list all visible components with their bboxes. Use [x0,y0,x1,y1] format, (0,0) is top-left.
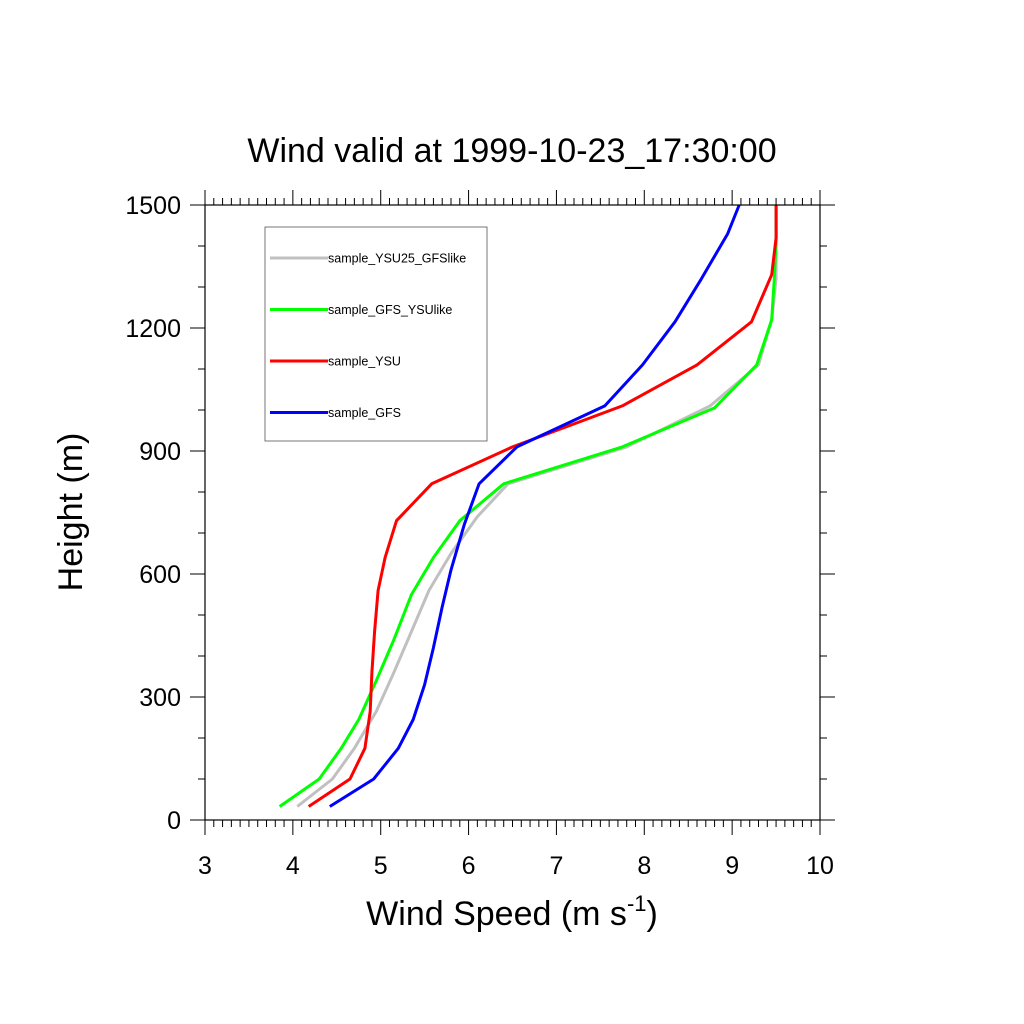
y-tick-label: 900 [139,438,181,466]
y-axis-label: Height (m) [52,433,90,592]
y-tick-label: 300 [139,684,181,712]
legend-label: sample_GFS_YSUlike [328,303,452,317]
y-tick-label: 600 [139,561,181,589]
chart-title: Wind valid at 1999-10-23_17:30:00 [247,132,776,170]
legend-label: sample_YSU [328,355,401,369]
series-line-sample_YSU [307,205,778,808]
legend-label: sample_GFS [328,406,401,420]
x-tick-label: 3 [198,852,212,880]
y-tick-label: 0 [167,807,181,835]
legend-box [264,226,488,442]
x-tick-label: 7 [549,852,563,880]
series-line-sample_GFS [329,204,741,808]
x-axis-label-end: ) [647,895,658,933]
series-line-sample_GFS_YSUlike [278,205,778,808]
series-lines [278,204,778,808]
y-tick-label: 1200 [125,315,181,343]
y-tick-label: 1500 [125,192,181,220]
plot-frame [204,204,821,821]
axis-ticks [190,190,835,835]
x-tick-label: 8 [637,852,651,880]
legend-label: sample_YSU25_GFSlike [328,252,466,266]
x-tick-label: 6 [462,852,476,880]
x-axis-label-sup: -1 [627,891,647,916]
x-axis-label: Wind Speed (m s-1) [366,891,658,933]
x-axis-label-main: Wind Speed (m s [366,895,627,933]
y-tick-labels: 0 300 600 900 1200 1500 [125,192,181,835]
legend: sample_YSU25_GFSlike sample_GFS_YSUlikesa… [264,226,488,442]
x-tick-label: 10 [806,852,834,880]
x-tick-label: 9 [725,852,739,880]
x-tick-labels: 3 4 5 6 7 8 9 10 [198,852,834,880]
x-tick-label: 4 [286,852,300,880]
x-tick-label: 5 [374,852,388,880]
